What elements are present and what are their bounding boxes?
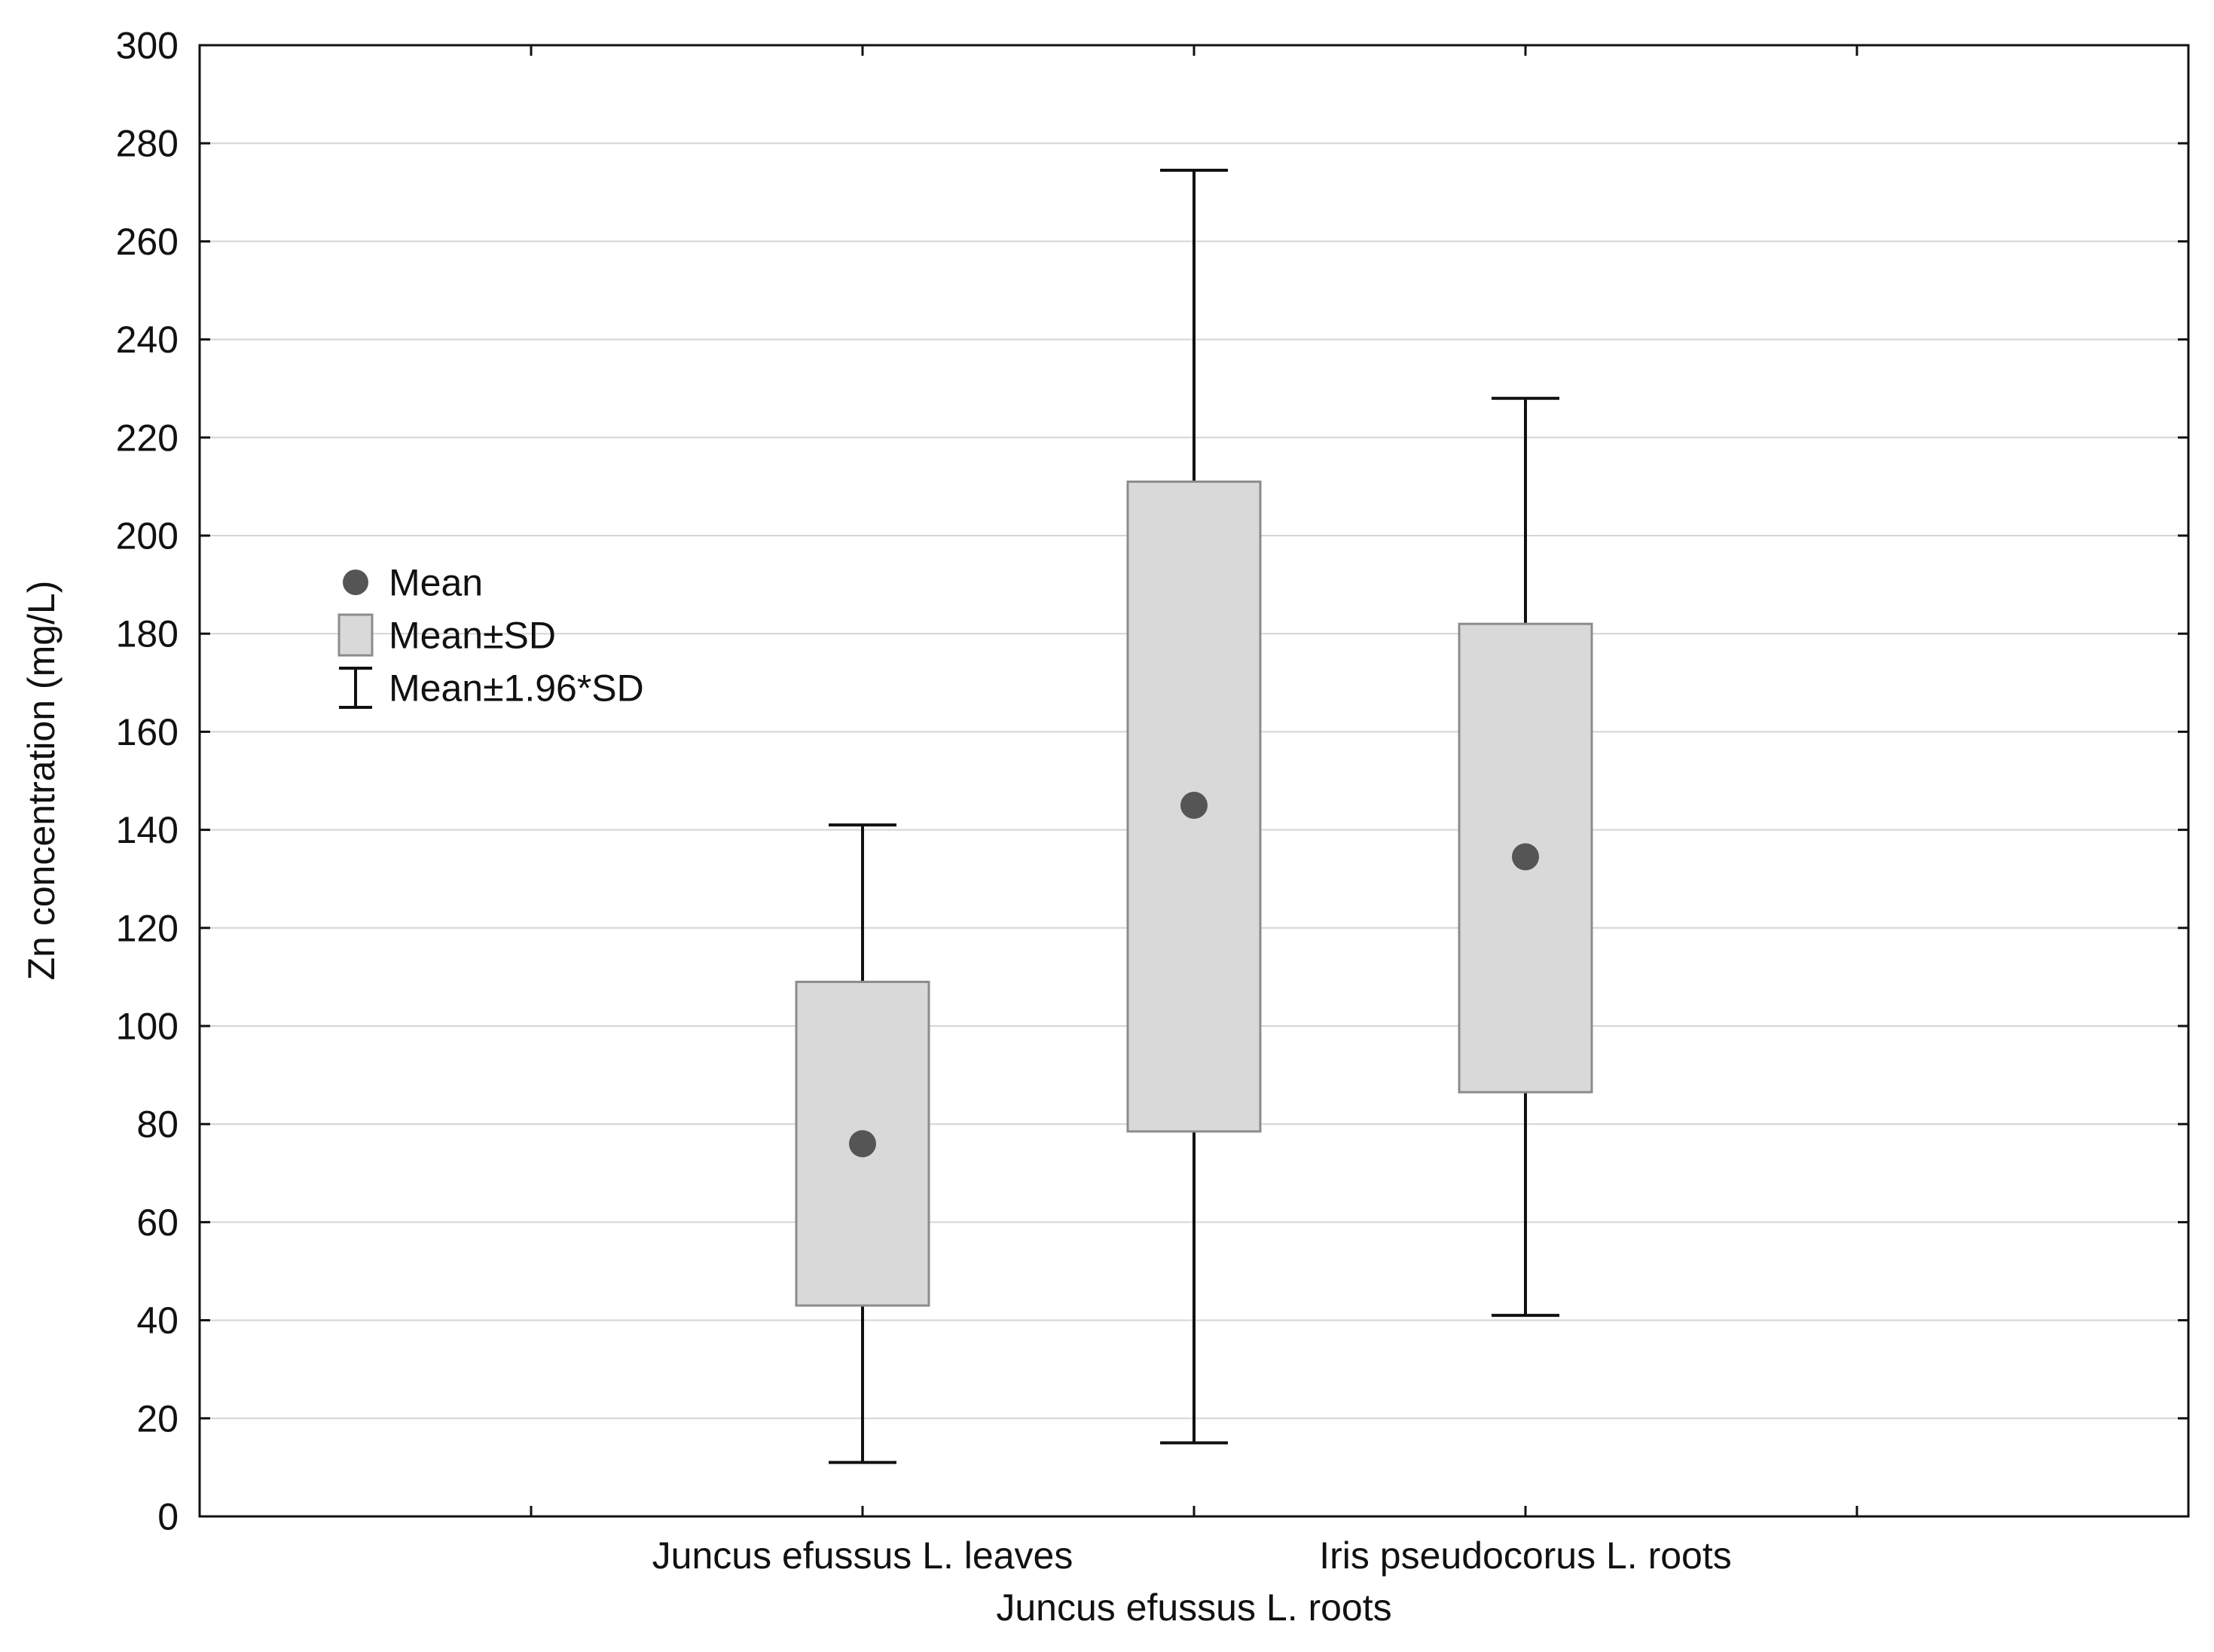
y-tick-label-160: 160 [116,711,179,753]
legend-ci-label: Mean±1.96*SD [389,667,644,710]
y-tick-label-180: 180 [116,613,179,655]
y-tick-label-140: 140 [116,809,179,851]
group-2-label: Juncus efussus L. roots [996,1586,1391,1629]
y-tick-label-280: 280 [116,123,179,165]
y-tick-label-260: 260 [116,221,179,263]
legend-whisker-icon [339,667,372,709]
y-tick-label-80: 80 [136,1104,179,1146]
group-2-mean-marker [1180,792,1208,820]
y-tick-label-100: 100 [116,1006,179,1048]
y-tick-label-0: 0 [157,1496,179,1538]
group-1-label: Juncus efussus L. leaves [652,1534,1073,1577]
group-3-mean-marker [1512,843,1539,871]
legend-mean-label: Mean [389,562,483,604]
y-tick-label-240: 240 [116,319,179,361]
y-tick-label-40: 40 [136,1299,179,1342]
legend-mean-marker [343,569,368,595]
legend-sd-box [337,613,374,657]
y-tick-label-220: 220 [116,417,179,459]
y-tick-label-60: 60 [136,1202,179,1244]
group-3-label: Iris pseudocorus L. roots [1319,1534,1732,1577]
y-tick-label-200: 200 [116,515,179,557]
y-tick-label-120: 120 [116,907,179,949]
legend-sd-label: Mean±SD [389,615,556,657]
group-1-mean-marker [849,1130,876,1158]
y-tick-label-20: 20 [136,1397,179,1440]
axes: 0 20 40 60 80 100 120 140 160 180 200 220 240 260 280 3… [116,25,2188,1629]
y-axis-label: Zn concentration (mg/L) [20,581,63,981]
plot-marks [795,169,1593,1464]
legend: Mean Mean±SD Mean±1.96*SD [337,562,644,710]
y-tick-label-300: 300 [116,25,179,67]
